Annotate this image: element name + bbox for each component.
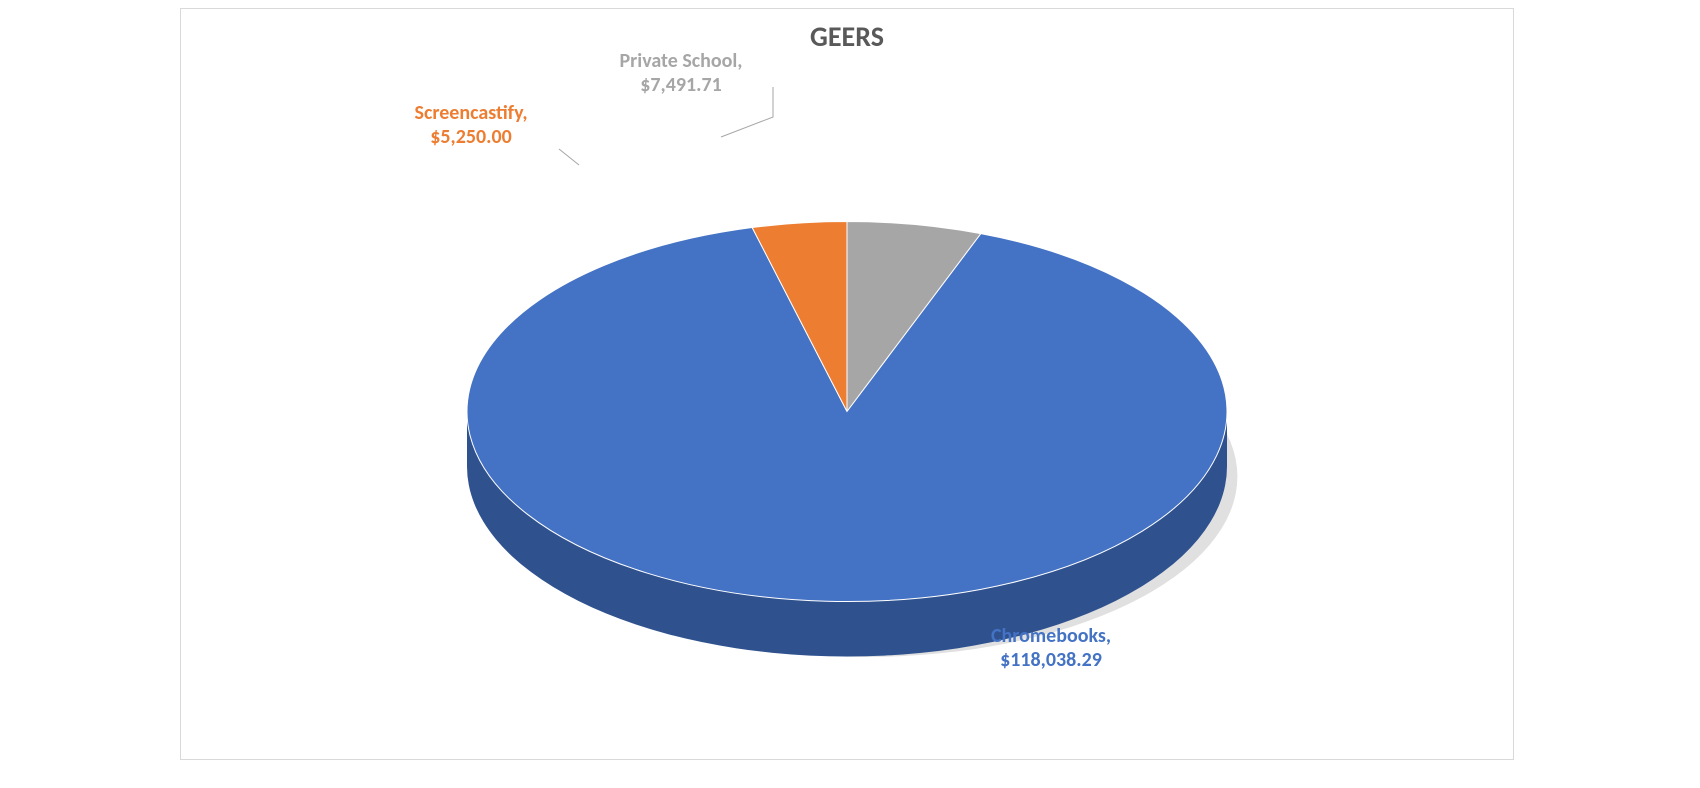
data-label-line: Screencastify, bbox=[414, 101, 527, 125]
data-label-line: Chromebooks, bbox=[991, 624, 1111, 648]
chart-frame: GEERS Private School, $7,491.71 Chromebo… bbox=[180, 8, 1514, 760]
chart-title: GEERS bbox=[181, 19, 1513, 54]
data-label-line: $5,250.00 bbox=[414, 125, 527, 149]
data-label-chromebooks: Chromebooks, $118,038.29 bbox=[991, 624, 1111, 672]
data-label-line: $118,038.29 bbox=[991, 648, 1111, 672]
pie-chart bbox=[347, 112, 1347, 717]
data-label-line: Private School, bbox=[620, 49, 743, 73]
data-label-private-school: Private School, $7,491.71 bbox=[620, 49, 743, 97]
data-label-line: $7,491.71 bbox=[620, 73, 743, 97]
data-label-screencastify: Screencastify, $5,250.00 bbox=[414, 101, 527, 149]
